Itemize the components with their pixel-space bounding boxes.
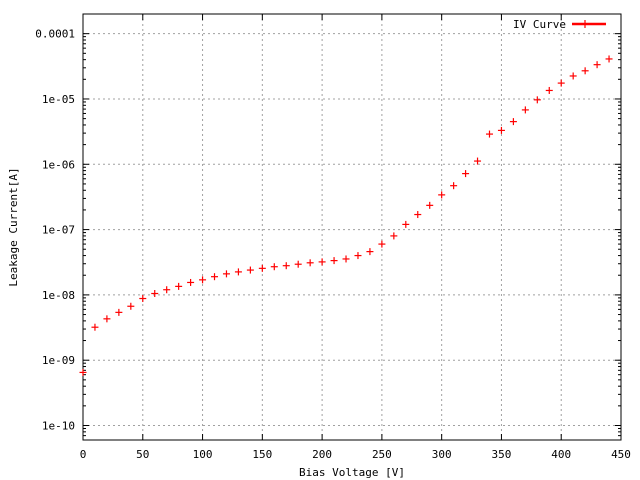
data-point xyxy=(402,220,410,228)
data-point xyxy=(366,248,374,256)
data-point xyxy=(569,72,577,80)
x-tick-label: 200 xyxy=(312,448,332,461)
data-point xyxy=(438,191,446,199)
data-point xyxy=(354,252,362,260)
data-point xyxy=(151,290,159,298)
data-point xyxy=(509,118,517,126)
data-point xyxy=(199,276,207,284)
data-point xyxy=(330,257,338,265)
x-tick-label: 350 xyxy=(492,448,512,461)
data-point xyxy=(139,295,147,303)
data-point xyxy=(246,266,254,274)
y-tick-labels: 1e-10 1e-09 1e-08 1e-07 1e-06 1e-05 0.0001 xyxy=(35,28,75,433)
data-point xyxy=(545,86,553,94)
y-tick-label: 0.0001 xyxy=(35,28,75,41)
x-tick-label: 50 xyxy=(136,448,149,461)
data-point xyxy=(390,232,398,240)
data-point xyxy=(342,255,350,263)
x-tick-label: 450 xyxy=(611,448,631,461)
y-tick-label: 1e-09 xyxy=(42,354,75,367)
data-point xyxy=(103,315,111,323)
data-point xyxy=(127,302,135,310)
x-tick-label: 250 xyxy=(372,448,392,461)
x-tick-label: 150 xyxy=(252,448,272,461)
y-tick-label: 1e-07 xyxy=(42,224,75,237)
legend: IV Curve xyxy=(513,18,606,31)
data-point xyxy=(485,130,493,138)
y-axis-label: Leakage Current[A] xyxy=(7,167,20,286)
data-point xyxy=(318,258,326,266)
data-point xyxy=(234,268,242,276)
data-point xyxy=(426,201,434,209)
data-point xyxy=(211,273,219,281)
x-tick-label: 100 xyxy=(193,448,213,461)
data-point xyxy=(258,264,266,272)
data-point xyxy=(175,282,183,290)
data-point xyxy=(270,263,278,271)
data-point xyxy=(294,260,302,268)
data-point xyxy=(450,182,458,190)
data-point xyxy=(521,106,529,114)
x-tick-label: 0 xyxy=(80,448,87,461)
data-point xyxy=(605,55,613,63)
x-tick-label: 400 xyxy=(551,448,571,461)
data-point xyxy=(163,286,171,294)
y-tick-label: 1e-10 xyxy=(42,420,75,433)
x-axis-label: Bias Voltage [V] xyxy=(299,466,405,479)
data-point xyxy=(306,259,314,267)
data-point xyxy=(282,262,290,270)
data-point xyxy=(593,61,601,69)
y-tick-label: 1e-06 xyxy=(42,158,75,171)
data-point xyxy=(462,170,470,178)
plot-frame xyxy=(82,13,622,441)
data-point xyxy=(557,79,565,87)
y-tick-label: 1e-08 xyxy=(42,289,75,302)
y-tick-label: 1e-05 xyxy=(42,93,75,106)
data-point xyxy=(497,126,505,134)
data-point xyxy=(533,96,541,104)
data-point xyxy=(187,278,195,286)
x-tick-label: 300 xyxy=(432,448,452,461)
axis-ticks xyxy=(82,14,622,440)
data-point xyxy=(222,270,230,278)
data-point xyxy=(91,323,99,331)
data-point xyxy=(474,157,482,165)
x-tick-labels: 0 50 100 150 200 250 300 350 400 450 xyxy=(80,448,631,461)
legend-label: IV Curve xyxy=(513,18,566,31)
data-point xyxy=(378,240,386,248)
data-point xyxy=(581,67,589,75)
data-points xyxy=(79,55,613,376)
data-point xyxy=(79,368,87,376)
grid-lines xyxy=(83,14,621,440)
data-point xyxy=(115,308,123,316)
data-point xyxy=(414,211,422,219)
